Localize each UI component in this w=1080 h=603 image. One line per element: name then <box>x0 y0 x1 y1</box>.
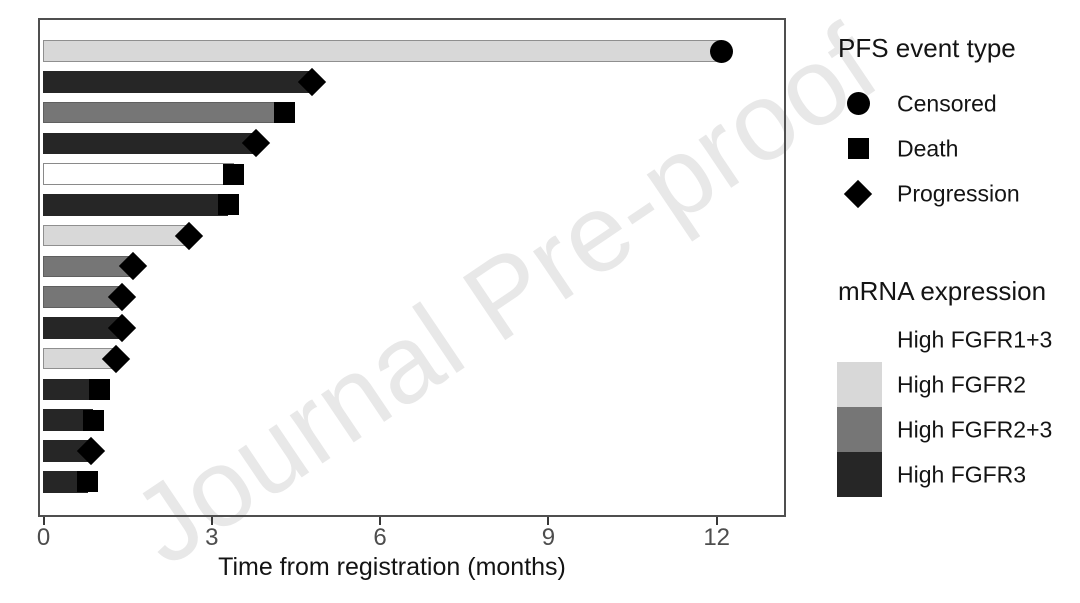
square-marker <box>847 138 869 159</box>
plot-panel <box>38 18 786 517</box>
square-marker <box>217 194 239 216</box>
legend-item-label: High FGFR1+3 <box>897 326 1053 352</box>
legend-color-swatch <box>837 317 882 362</box>
square-marker <box>273 102 295 124</box>
swimmer-bar <box>43 40 722 62</box>
legend-marker-cell <box>838 126 883 171</box>
legend-mrna-title: mRNA expression <box>838 276 1047 306</box>
legend-item-label: High FGFR2 <box>897 371 1027 397</box>
x-tick-label: 9 <box>541 524 556 551</box>
x-tick-mark <box>379 517 382 525</box>
legend-item-label: High FGFR3 <box>897 461 1027 487</box>
legend-pfs-item: Progression <box>838 171 1080 216</box>
legend-pfs-item: Death <box>838 126 1080 171</box>
legend-pfs-item: Censored <box>838 81 1080 126</box>
legend-color-swatch <box>837 407 882 452</box>
square-marker <box>77 471 99 493</box>
legend-pfs-title: PFS event type <box>838 33 1016 63</box>
legend-marker-cell <box>838 81 883 126</box>
x-axis-title: Time from registration (months) <box>218 553 566 581</box>
legend-color-swatch <box>837 452 882 497</box>
square-marker <box>88 378 110 400</box>
legend-pfs-event-type: PFS event type Censored Death Progression <box>838 33 1080 233</box>
legend-mrna-item: High FGFR2+3 <box>837 407 1080 452</box>
swimmer-bar <box>43 71 313 93</box>
legend-mrna-item: High FGFR3 <box>837 452 1080 497</box>
x-tick-label: 6 <box>373 524 387 551</box>
diamond-marker <box>843 179 873 208</box>
legend-marker-cell <box>838 171 883 216</box>
x-tick-mark <box>210 517 213 525</box>
legend-item-label: Censored <box>897 90 997 116</box>
legend-item-label: High FGFR2+3 <box>897 416 1053 442</box>
x-tick-label: 0 <box>36 524 51 551</box>
square-marker <box>82 409 104 431</box>
x-tick-mark <box>547 517 550 525</box>
legend-item-label: Progression <box>897 180 1020 206</box>
x-tick-label: 3 <box>205 524 219 551</box>
circle-marker <box>710 39 734 63</box>
legend-item-label: Death <box>897 135 959 161</box>
swimmer-bar <box>43 224 189 247</box>
swimmer-bar <box>43 194 229 216</box>
swimmer-bar <box>43 132 257 155</box>
legend-mrna-item: High FGFR2 <box>837 362 1080 407</box>
x-tick-mark <box>715 517 718 525</box>
legend-mrna-expression: mRNA expression High FGFR1+3 High FGFR2 Hi… <box>837 276 1080 506</box>
square-marker <box>223 163 245 185</box>
legend-color-swatch <box>837 362 882 407</box>
circle-marker <box>846 92 870 115</box>
x-tick-mark <box>42 517 45 525</box>
swimmer-bar <box>43 163 234 185</box>
swimmer-bar <box>43 101 285 124</box>
legend-mrna-item: High FGFR1+3 <box>837 317 1080 362</box>
x-tick-label: 12 <box>703 524 731 551</box>
